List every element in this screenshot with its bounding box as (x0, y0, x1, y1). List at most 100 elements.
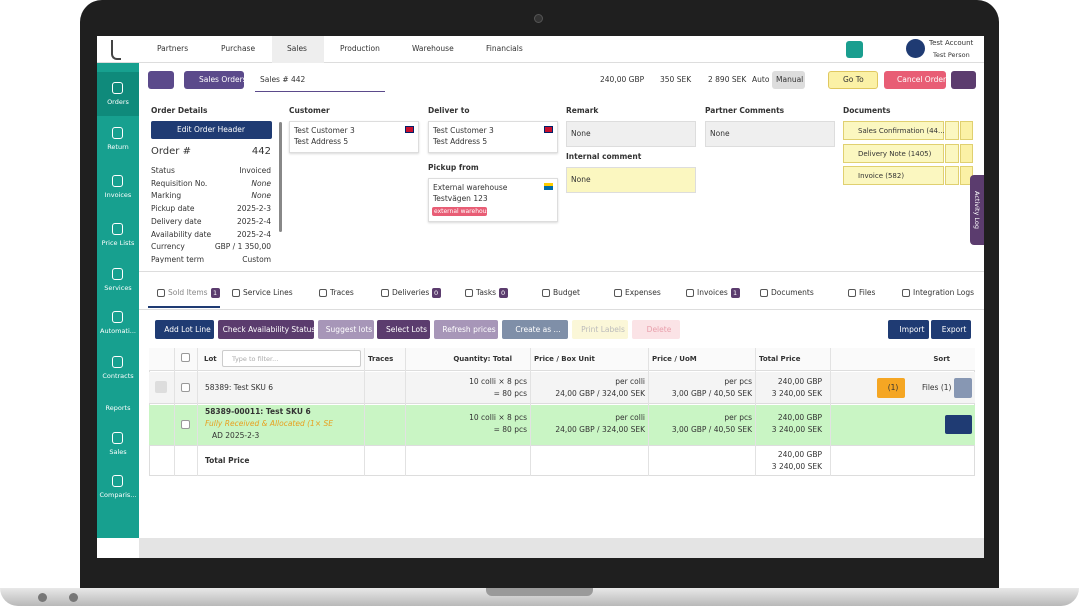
comment-count[interactable]: (1) (887, 383, 899, 392)
tab[interactable]: Documents (771, 288, 814, 297)
footer-area (139, 538, 984, 558)
breadcrumb[interactable]: Sales Orders (199, 75, 247, 84)
row-menu-button[interactable] (945, 415, 972, 434)
menu-button[interactable] (951, 71, 976, 89)
sidebar-item[interactable]: Return (107, 143, 129, 151)
sidebar-item[interactable]: Comparis... (99, 491, 137, 499)
quantity: = 80 pcs (493, 425, 527, 434)
checkbox[interactable] (181, 383, 190, 392)
action-button[interactable] (502, 320, 568, 339)
action-button[interactable] (155, 320, 214, 339)
tab[interactable]: Deliveries (392, 288, 430, 297)
sidebar-item[interactable]: Services (104, 284, 132, 292)
tab[interactable]: Sold Items (168, 288, 208, 297)
action-button[interactable] (434, 320, 498, 339)
cancel[interactable]: Cancel Order (897, 75, 947, 84)
import-label[interactable]: Import (899, 325, 925, 334)
tab[interactable]: Traces (330, 288, 354, 297)
document[interactable] (843, 166, 944, 185)
field-label: Requisition No. (151, 178, 208, 188)
document[interactable] (843, 121, 944, 140)
tab[interactable]: Invoices (697, 288, 728, 297)
import-button[interactable] (888, 320, 929, 339)
field-value: 2025-2-4 (236, 229, 271, 239)
action-button[interactable] (632, 320, 680, 339)
column-line (405, 348, 406, 476)
column-header[interactable]: Sort (933, 355, 950, 363)
document-button[interactable] (945, 144, 959, 163)
document-label[interactable]: Invoice (582) (858, 172, 905, 180)
nav-item[interactable]: Warehouse (412, 44, 454, 53)
nav-item[interactable]: Purchase (221, 44, 256, 53)
sidebar-icon (112, 311, 123, 323)
sidebar-item[interactable]: Automati... (100, 327, 136, 335)
comment-button[interactable] (877, 378, 905, 398)
document-label[interactable]: Delivery Note (1405) (858, 150, 932, 158)
expand-button[interactable] (155, 381, 167, 393)
field-label: Availability date (151, 229, 212, 239)
action-label[interactable]: Suggest lots (325, 325, 373, 334)
files[interactable]: Files (1) (922, 383, 952, 392)
sidebar-item[interactable]: Contracts (102, 372, 134, 380)
tab[interactable]: Expenses (625, 288, 661, 297)
goto-button[interactable] (828, 71, 878, 89)
action-button[interactable] (377, 320, 430, 339)
history-button[interactable] (148, 71, 174, 89)
filter-box[interactable] (222, 350, 361, 367)
action-label[interactable]: Check Availability Status (222, 325, 316, 334)
checkbox[interactable] (181, 353, 190, 362)
action-label[interactable]: Delete (646, 325, 672, 334)
edit-button[interactable] (151, 121, 272, 139)
avatar[interactable] (906, 39, 925, 58)
tab[interactable]: Files (859, 288, 876, 297)
nav-item[interactable]: Partners (157, 44, 189, 53)
document-button[interactable] (945, 166, 959, 185)
action-button[interactable] (218, 320, 314, 339)
mode[interactable]: Manual (776, 75, 804, 84)
action-button[interactable] (572, 320, 628, 339)
nav-item[interactable]: Financials (486, 44, 523, 53)
field-value: 2025-2-3 (236, 204, 271, 214)
sidebar-item[interactable]: Price Lists (101, 239, 135, 247)
tab[interactable]: Tasks (476, 288, 497, 297)
sidebar-item[interactable]: Reports (105, 404, 131, 412)
mode[interactable]: Auto (752, 75, 770, 84)
tab[interactable]: Service Lines (243, 288, 293, 297)
sidebar-item[interactable]: Orders (107, 98, 129, 106)
section-title: Pickup from (428, 163, 479, 172)
breadcrumb-button[interactable] (184, 71, 244, 89)
checkbox[interactable] (181, 420, 190, 429)
sidebar-item[interactable]: Invoices (104, 191, 132, 199)
document-button[interactable] (960, 121, 973, 140)
export-button[interactable] (931, 320, 971, 339)
flag (405, 126, 414, 133)
document[interactable] (843, 144, 944, 163)
goto[interactable]: Go To (843, 75, 864, 84)
document-button[interactable] (960, 144, 973, 163)
action-label[interactable]: Print Labels (581, 325, 625, 334)
document-button[interactable] (945, 121, 959, 140)
document-label[interactable]: Sales Confirmation (44... (858, 127, 945, 135)
action-label[interactable]: Select Lots (385, 325, 428, 334)
deliver-card (428, 121, 558, 153)
nav-icon[interactable] (846, 41, 863, 58)
action-label[interactable]: Add Lot Line (164, 325, 211, 334)
cancel-button[interactable] (884, 71, 946, 89)
activity-log[interactable]: Activity Log (973, 191, 981, 229)
tab[interactable]: Integration Logs (913, 288, 975, 297)
mode-active[interactable] (772, 71, 805, 89)
export-label[interactable]: Export (941, 325, 967, 334)
action-label[interactable]: Create as ... (515, 325, 561, 334)
action-label[interactable]: Refresh prices (442, 325, 496, 334)
tab[interactable]: Budget (553, 288, 580, 297)
edit-label[interactable]: Edit Order Header (177, 125, 245, 134)
nav-item[interactable]: Production (340, 44, 380, 53)
activity-tab[interactable] (970, 175, 984, 245)
quantity: = 80 pcs (493, 389, 527, 398)
action-button[interactable] (318, 320, 374, 339)
order-no: 442 (251, 146, 271, 157)
nav-item[interactable]: Sales (287, 44, 307, 53)
edit-row-button[interactable] (954, 378, 972, 398)
column-header: Price / UoM (652, 355, 697, 363)
sidebar-item[interactable]: Sales (109, 448, 127, 456)
